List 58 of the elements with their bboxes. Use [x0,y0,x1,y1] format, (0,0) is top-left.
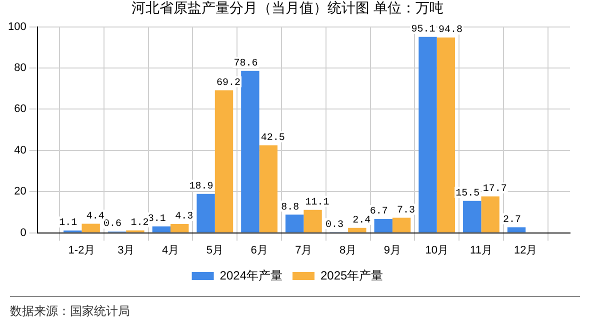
y-tick-label: 80 [14,62,26,74]
bar [481,196,500,232]
x-tick-label: 8月 [340,244,357,256]
bar [304,210,322,232]
source-note: 数据来源：国家统计局 [10,303,131,320]
data-label: 7.3 [397,205,416,216]
data-label: 11.1 [305,198,330,209]
bar [436,38,456,232]
data-label: 42.5 [260,132,285,144]
bar [82,224,100,232]
bar [152,226,171,232]
chart-title: 河北省原盐产量分月（当月值）统计图 单位：万吨 [132,0,444,16]
bar [241,70,260,232]
data-label: 0.3 [325,220,344,231]
x-tick-label: 12月 [514,244,538,256]
bar [374,219,392,232]
data-label: 2.4 [352,215,371,226]
bar [348,228,366,232]
data-label: 17.7 [482,184,507,195]
bar [463,200,482,232]
x-tick-label: 10月 [425,244,448,256]
data-label: 4.3 [175,212,194,223]
x-tick-label: 7月 [295,244,312,256]
x-tick-label: 11月 [470,244,492,256]
bar [285,214,304,232]
x-tick-label: 3月 [118,244,135,256]
data-label: 95.1 [411,24,436,36]
x-tick-label: 4月 [162,244,180,256]
data-label: 18.9 [189,182,214,193]
data-label: 1.2 [130,218,149,229]
data-label: 15.5 [456,188,480,200]
data-label: 69.2 [216,78,241,89]
bar [214,90,234,232]
data-label: 1.1 [59,218,78,230]
bar [392,218,411,232]
data-label: 2.7 [503,214,522,226]
bar [196,194,215,232]
data-label: 94.8 [438,25,462,36]
data-label: 78.6 [234,58,258,70]
bar [259,145,278,232]
bar [507,227,526,232]
y-tick-label: 0 [20,226,26,239]
data-label: 6.7 [370,206,388,218]
x-tick-label: 9月 [384,244,402,256]
y-tick-label: 100 [8,20,26,33]
data-label: 0.6 [104,219,122,230]
y-tick-label: 20 [14,186,26,198]
legend-label: 2024年产量 [220,268,283,282]
bar [170,224,189,232]
data-label: 4.4 [86,211,104,222]
y-tick-label: 40 [14,144,26,156]
x-tick-label: 1-2月 [68,244,96,256]
x-tick-label: 6月 [250,244,268,256]
data-label: 8.8 [281,202,300,214]
y-tick-label: 60 [14,103,26,116]
x-tick-label: 5月 [206,244,224,256]
legend-label: 2025年产量 [320,268,384,282]
bar [418,36,437,232]
